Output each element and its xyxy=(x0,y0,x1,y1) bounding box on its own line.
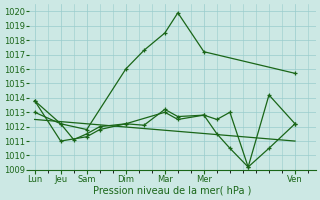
X-axis label: Pression niveau de la mer( hPa ): Pression niveau de la mer( hPa ) xyxy=(93,186,252,196)
